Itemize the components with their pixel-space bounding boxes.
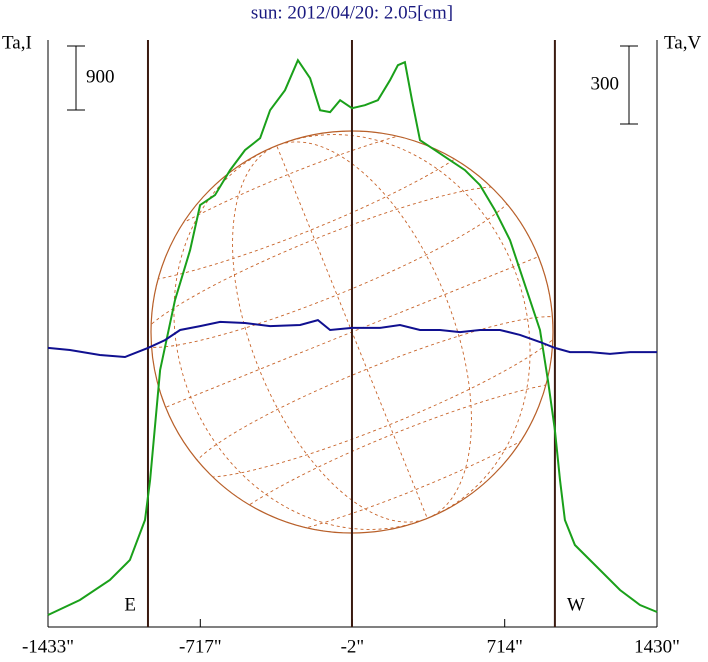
x-tick-label: -717" [179,636,222,657]
x-tick-label: 1430" [634,636,680,657]
x-tick-label: -1433" [22,636,74,657]
y-axis-label: Ta,I [2,32,32,53]
scale-bar-label: 300 [591,73,620,94]
limb-label: W [567,594,585,615]
limb-label: E [124,594,136,615]
chart-title: sun: 2012/04/20: 2.05[cm] [251,2,453,23]
scale-bar-label: 900 [86,66,115,87]
y2-axis-label: Ta,V [664,32,701,53]
x-tick-label: -2" [341,636,365,657]
series-line [47,58,658,616]
x-tick-label: 714" [487,636,523,657]
series-line [47,318,657,359]
